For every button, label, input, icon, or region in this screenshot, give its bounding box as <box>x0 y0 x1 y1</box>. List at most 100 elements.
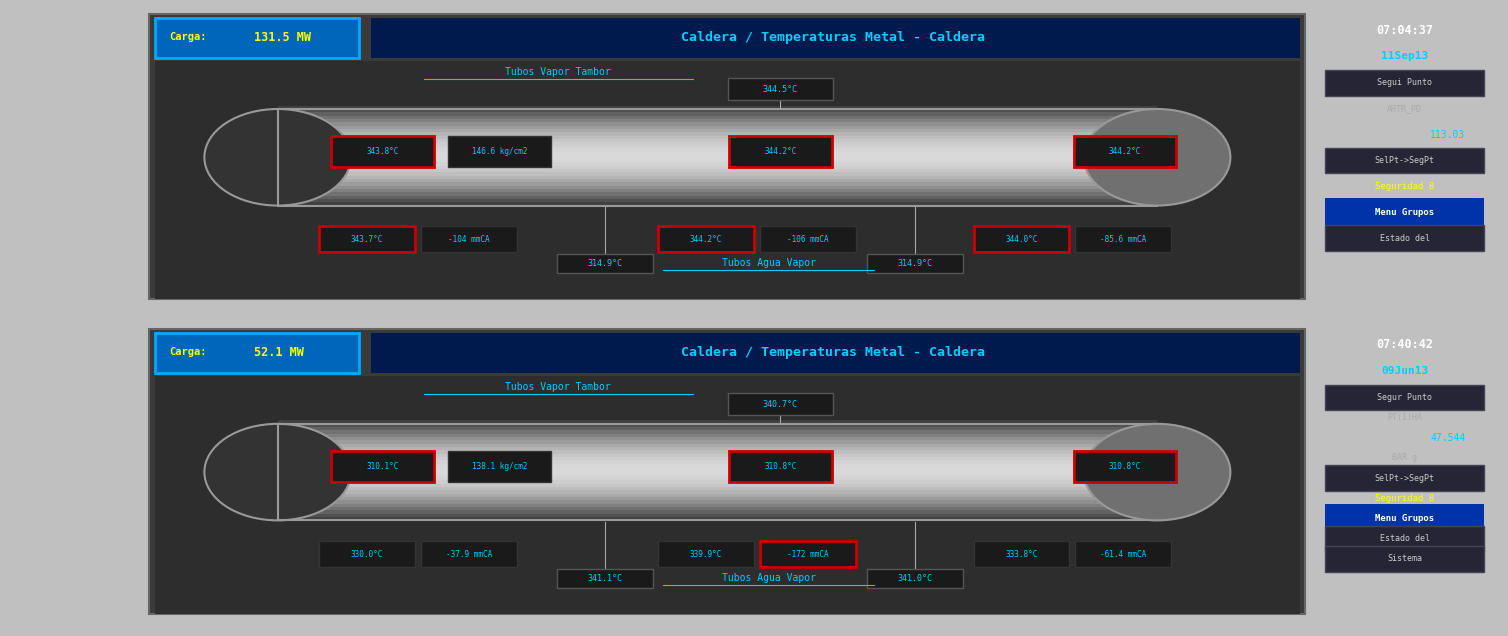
FancyBboxPatch shape <box>277 109 1157 113</box>
Ellipse shape <box>217 111 339 204</box>
FancyBboxPatch shape <box>277 113 1157 116</box>
FancyBboxPatch shape <box>1075 226 1172 252</box>
Ellipse shape <box>205 424 350 520</box>
Ellipse shape <box>205 424 351 520</box>
FancyBboxPatch shape <box>1326 198 1484 226</box>
FancyBboxPatch shape <box>277 106 1157 109</box>
Ellipse shape <box>207 109 350 205</box>
FancyBboxPatch shape <box>277 156 1157 159</box>
Text: Tubos Vapor Tambor: Tubos Vapor Tambor <box>505 382 611 392</box>
FancyBboxPatch shape <box>1326 148 1484 173</box>
FancyBboxPatch shape <box>277 517 1157 520</box>
Text: Estado del: Estado del <box>1380 233 1430 243</box>
Text: Carga:: Carga: <box>169 347 207 357</box>
Text: Tubos Vapor Tambor: Tubos Vapor Tambor <box>505 67 611 78</box>
FancyBboxPatch shape <box>277 142 1157 146</box>
Text: Tubos Agua Vapor: Tubos Agua Vapor <box>721 258 816 268</box>
Text: Menu Grupos: Menu Grupos <box>1375 208 1434 217</box>
Ellipse shape <box>207 110 348 205</box>
Text: Carga:: Carga: <box>169 32 207 43</box>
Text: 344.5°C: 344.5°C <box>763 85 798 93</box>
Text: 341.1°C: 341.1°C <box>588 574 623 583</box>
FancyBboxPatch shape <box>155 375 1300 614</box>
FancyBboxPatch shape <box>277 169 1157 172</box>
Ellipse shape <box>214 111 342 204</box>
Ellipse shape <box>207 424 350 520</box>
Text: -172 mmCA: -172 mmCA <box>787 550 828 558</box>
Ellipse shape <box>216 111 339 204</box>
FancyBboxPatch shape <box>277 122 1157 126</box>
FancyBboxPatch shape <box>727 78 832 100</box>
Text: SelPt->SegPt: SelPt->SegPt <box>1375 156 1434 165</box>
FancyBboxPatch shape <box>277 471 1157 474</box>
Ellipse shape <box>211 425 344 519</box>
Ellipse shape <box>207 425 348 520</box>
Ellipse shape <box>213 425 342 519</box>
Ellipse shape <box>211 111 344 204</box>
Ellipse shape <box>207 425 348 520</box>
FancyBboxPatch shape <box>277 444 1157 447</box>
FancyBboxPatch shape <box>149 14 1304 299</box>
Text: SelPt->SegPt: SelPt->SegPt <box>1375 474 1434 483</box>
Ellipse shape <box>210 110 345 204</box>
Ellipse shape <box>205 109 350 205</box>
FancyBboxPatch shape <box>657 541 754 567</box>
FancyBboxPatch shape <box>867 254 962 273</box>
Ellipse shape <box>208 425 347 520</box>
FancyBboxPatch shape <box>277 192 1157 195</box>
Text: Caldera / Temperaturas Metal - Caldera: Caldera / Temperaturas Metal - Caldera <box>680 31 985 44</box>
Ellipse shape <box>211 110 345 204</box>
Text: -104 mmCA: -104 mmCA <box>448 235 490 244</box>
Text: 310.8°C: 310.8°C <box>765 462 796 471</box>
FancyBboxPatch shape <box>448 136 550 167</box>
FancyBboxPatch shape <box>277 149 1157 152</box>
Ellipse shape <box>216 425 339 518</box>
Ellipse shape <box>219 111 338 204</box>
FancyBboxPatch shape <box>277 135 1157 139</box>
Ellipse shape <box>217 426 338 518</box>
Ellipse shape <box>211 111 344 204</box>
FancyBboxPatch shape <box>657 226 754 252</box>
FancyBboxPatch shape <box>277 424 1157 427</box>
Text: 138.1 kg/cm2: 138.1 kg/cm2 <box>472 462 528 471</box>
Text: 341.0°C: 341.0°C <box>897 574 932 583</box>
FancyBboxPatch shape <box>277 172 1157 176</box>
Ellipse shape <box>213 111 342 204</box>
FancyBboxPatch shape <box>277 427 1157 431</box>
Ellipse shape <box>208 110 347 205</box>
FancyBboxPatch shape <box>277 116 1157 119</box>
FancyBboxPatch shape <box>371 333 1300 373</box>
Ellipse shape <box>211 425 344 519</box>
FancyBboxPatch shape <box>277 460 1157 464</box>
FancyBboxPatch shape <box>974 541 1069 567</box>
Ellipse shape <box>216 425 341 518</box>
Text: 344.0°C: 344.0°C <box>1006 235 1038 244</box>
Ellipse shape <box>213 111 342 204</box>
Ellipse shape <box>213 425 342 519</box>
Text: 330.0°C: 330.0°C <box>351 550 383 558</box>
FancyBboxPatch shape <box>1326 546 1484 572</box>
Text: Segur Punto: Segur Punto <box>1377 393 1433 402</box>
Text: Caldera / Temperaturas Metal - Caldera: Caldera / Temperaturas Metal - Caldera <box>680 345 985 359</box>
Ellipse shape <box>210 425 345 519</box>
Text: 340.7°C: 340.7°C <box>763 399 798 408</box>
FancyBboxPatch shape <box>1326 504 1484 532</box>
Text: 339.9°C: 339.9°C <box>689 550 722 558</box>
FancyBboxPatch shape <box>1074 451 1176 481</box>
FancyBboxPatch shape <box>277 159 1157 162</box>
Ellipse shape <box>205 109 351 205</box>
Ellipse shape <box>208 425 347 520</box>
Text: 146.6 kg/cm2: 146.6 kg/cm2 <box>472 147 528 156</box>
Ellipse shape <box>219 111 336 204</box>
FancyBboxPatch shape <box>277 464 1157 467</box>
Text: -61.4 mmCA: -61.4 mmCA <box>1101 550 1146 558</box>
FancyBboxPatch shape <box>277 195 1157 199</box>
FancyBboxPatch shape <box>277 467 1157 471</box>
FancyBboxPatch shape <box>1326 466 1484 491</box>
Text: 52.1 MW: 52.1 MW <box>255 345 305 359</box>
FancyBboxPatch shape <box>867 569 962 588</box>
FancyBboxPatch shape <box>277 146 1157 149</box>
FancyBboxPatch shape <box>277 447 1157 450</box>
FancyBboxPatch shape <box>1326 225 1484 251</box>
FancyBboxPatch shape <box>448 451 550 481</box>
